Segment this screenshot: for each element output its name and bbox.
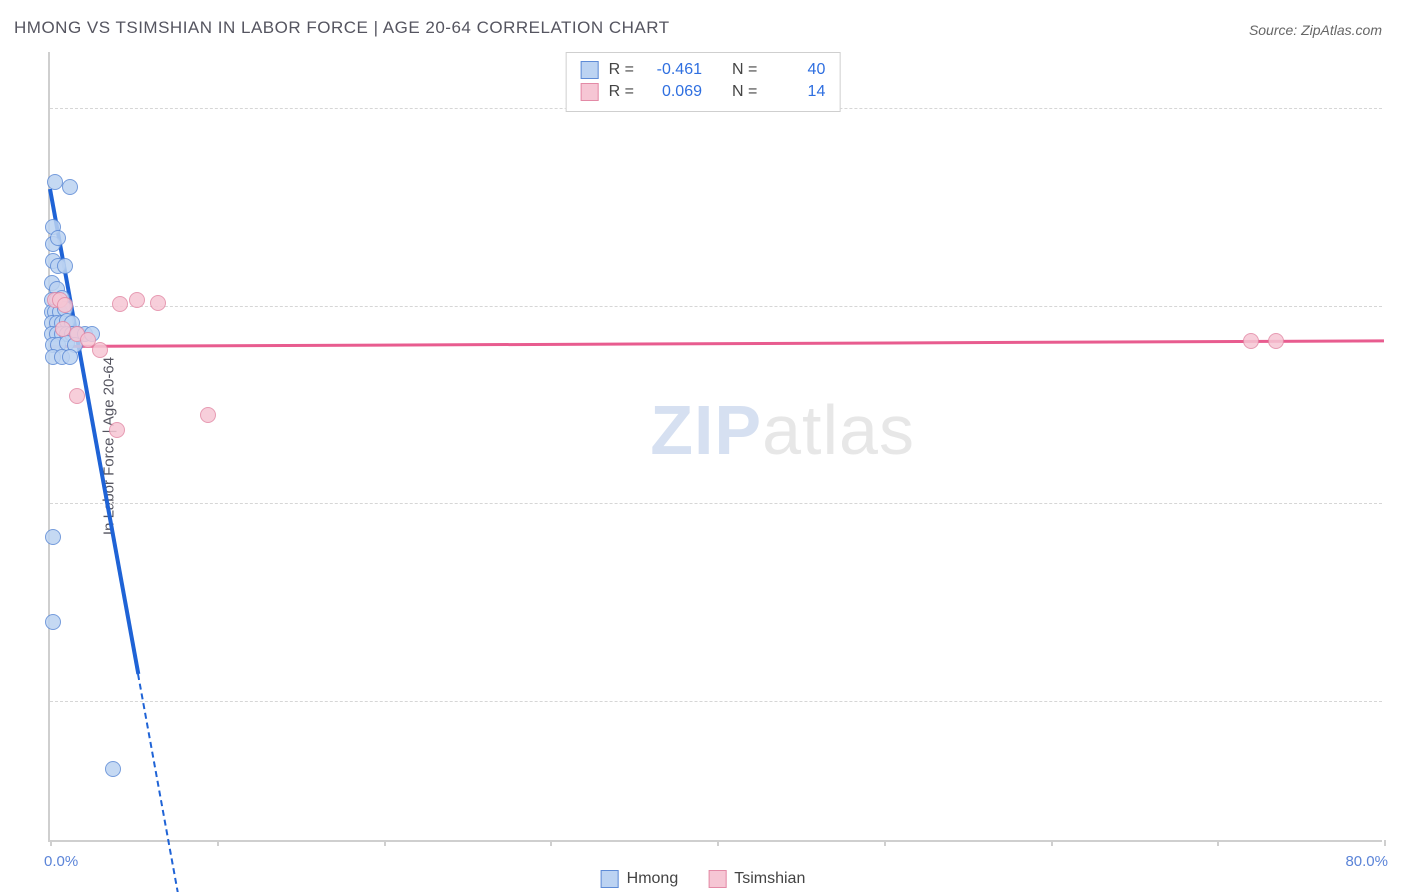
stats-row-hmong: R = -0.461 N = 40: [581, 59, 826, 81]
x-tick: [384, 840, 386, 846]
data-point-hmong: [57, 258, 73, 274]
watermark-left: ZIP: [650, 391, 762, 469]
trend-line: [137, 674, 181, 892]
legend-item-hmong: Hmong: [601, 870, 679, 888]
watermark: ZIPatlas: [650, 390, 915, 470]
chart-title: HMONG VS TSIMSHIAN IN LABOR FORCE | AGE …: [14, 18, 670, 38]
x-tick: [1051, 840, 1053, 846]
legend: Hmong Tsimshian: [601, 870, 806, 888]
data-point-hmong: [45, 614, 61, 630]
gridline: [50, 306, 1382, 307]
data-point-tsimshian: [1243, 333, 1259, 349]
source-label: Source: ZipAtlas.com: [1249, 22, 1382, 38]
swatch-hmong: [601, 870, 619, 888]
n-label: N =: [732, 61, 757, 79]
stats-row-tsimshian: R = 0.069 N = 14: [581, 81, 826, 103]
legend-label: Tsimshian: [734, 870, 805, 888]
r-label: R =: [609, 61, 634, 79]
legend-item-tsimshian: Tsimshian: [708, 870, 805, 888]
x-tick: [217, 840, 219, 846]
data-point-hmong: [62, 349, 78, 365]
swatch-tsimshian: [581, 83, 599, 101]
x-tick-label-min: 0.0%: [44, 853, 78, 870]
x-tick: [884, 840, 886, 846]
data-point-tsimshian: [200, 407, 216, 423]
data-point-tsimshian: [1268, 333, 1284, 349]
swatch-hmong: [581, 61, 599, 79]
n-label: N =: [732, 83, 757, 101]
r-value-tsimshian: 0.069: [644, 83, 702, 101]
data-point-hmong: [105, 761, 121, 777]
x-tick: [717, 840, 719, 846]
r-value-hmong: -0.461: [644, 61, 702, 79]
swatch-tsimshian: [708, 870, 726, 888]
data-point-hmong: [45, 529, 61, 545]
x-tick: [550, 840, 552, 846]
x-tick: [1384, 840, 1386, 846]
x-tick-label-max: 80.0%: [1345, 853, 1388, 870]
data-point-hmong: [50, 230, 66, 246]
data-point-tsimshian: [150, 295, 166, 311]
data-point-tsimshian: [109, 422, 125, 438]
data-point-hmong: [47, 174, 63, 190]
data-point-tsimshian: [69, 388, 85, 404]
n-value-tsimshian: 14: [767, 83, 825, 101]
trend-line: [50, 340, 1384, 349]
gridline: [50, 701, 1382, 702]
gridline: [50, 503, 1382, 504]
data-point-hmong: [62, 179, 78, 195]
scatter-plot-area: In Labor Force | Age 20-64 ZIPatlas 47.5…: [48, 52, 1382, 842]
n-value-hmong: 40: [767, 61, 825, 79]
x-tick: [1217, 840, 1219, 846]
data-point-tsimshian: [57, 297, 73, 313]
legend-label: Hmong: [627, 870, 679, 888]
r-label: R =: [609, 83, 634, 101]
watermark-right: atlas: [762, 391, 915, 469]
x-tick: [50, 840, 52, 846]
data-point-tsimshian: [129, 292, 145, 308]
data-point-tsimshian: [92, 342, 108, 358]
correlation-stats-box: R = -0.461 N = 40 R = 0.069 N = 14: [566, 52, 841, 112]
data-point-tsimshian: [112, 296, 128, 312]
